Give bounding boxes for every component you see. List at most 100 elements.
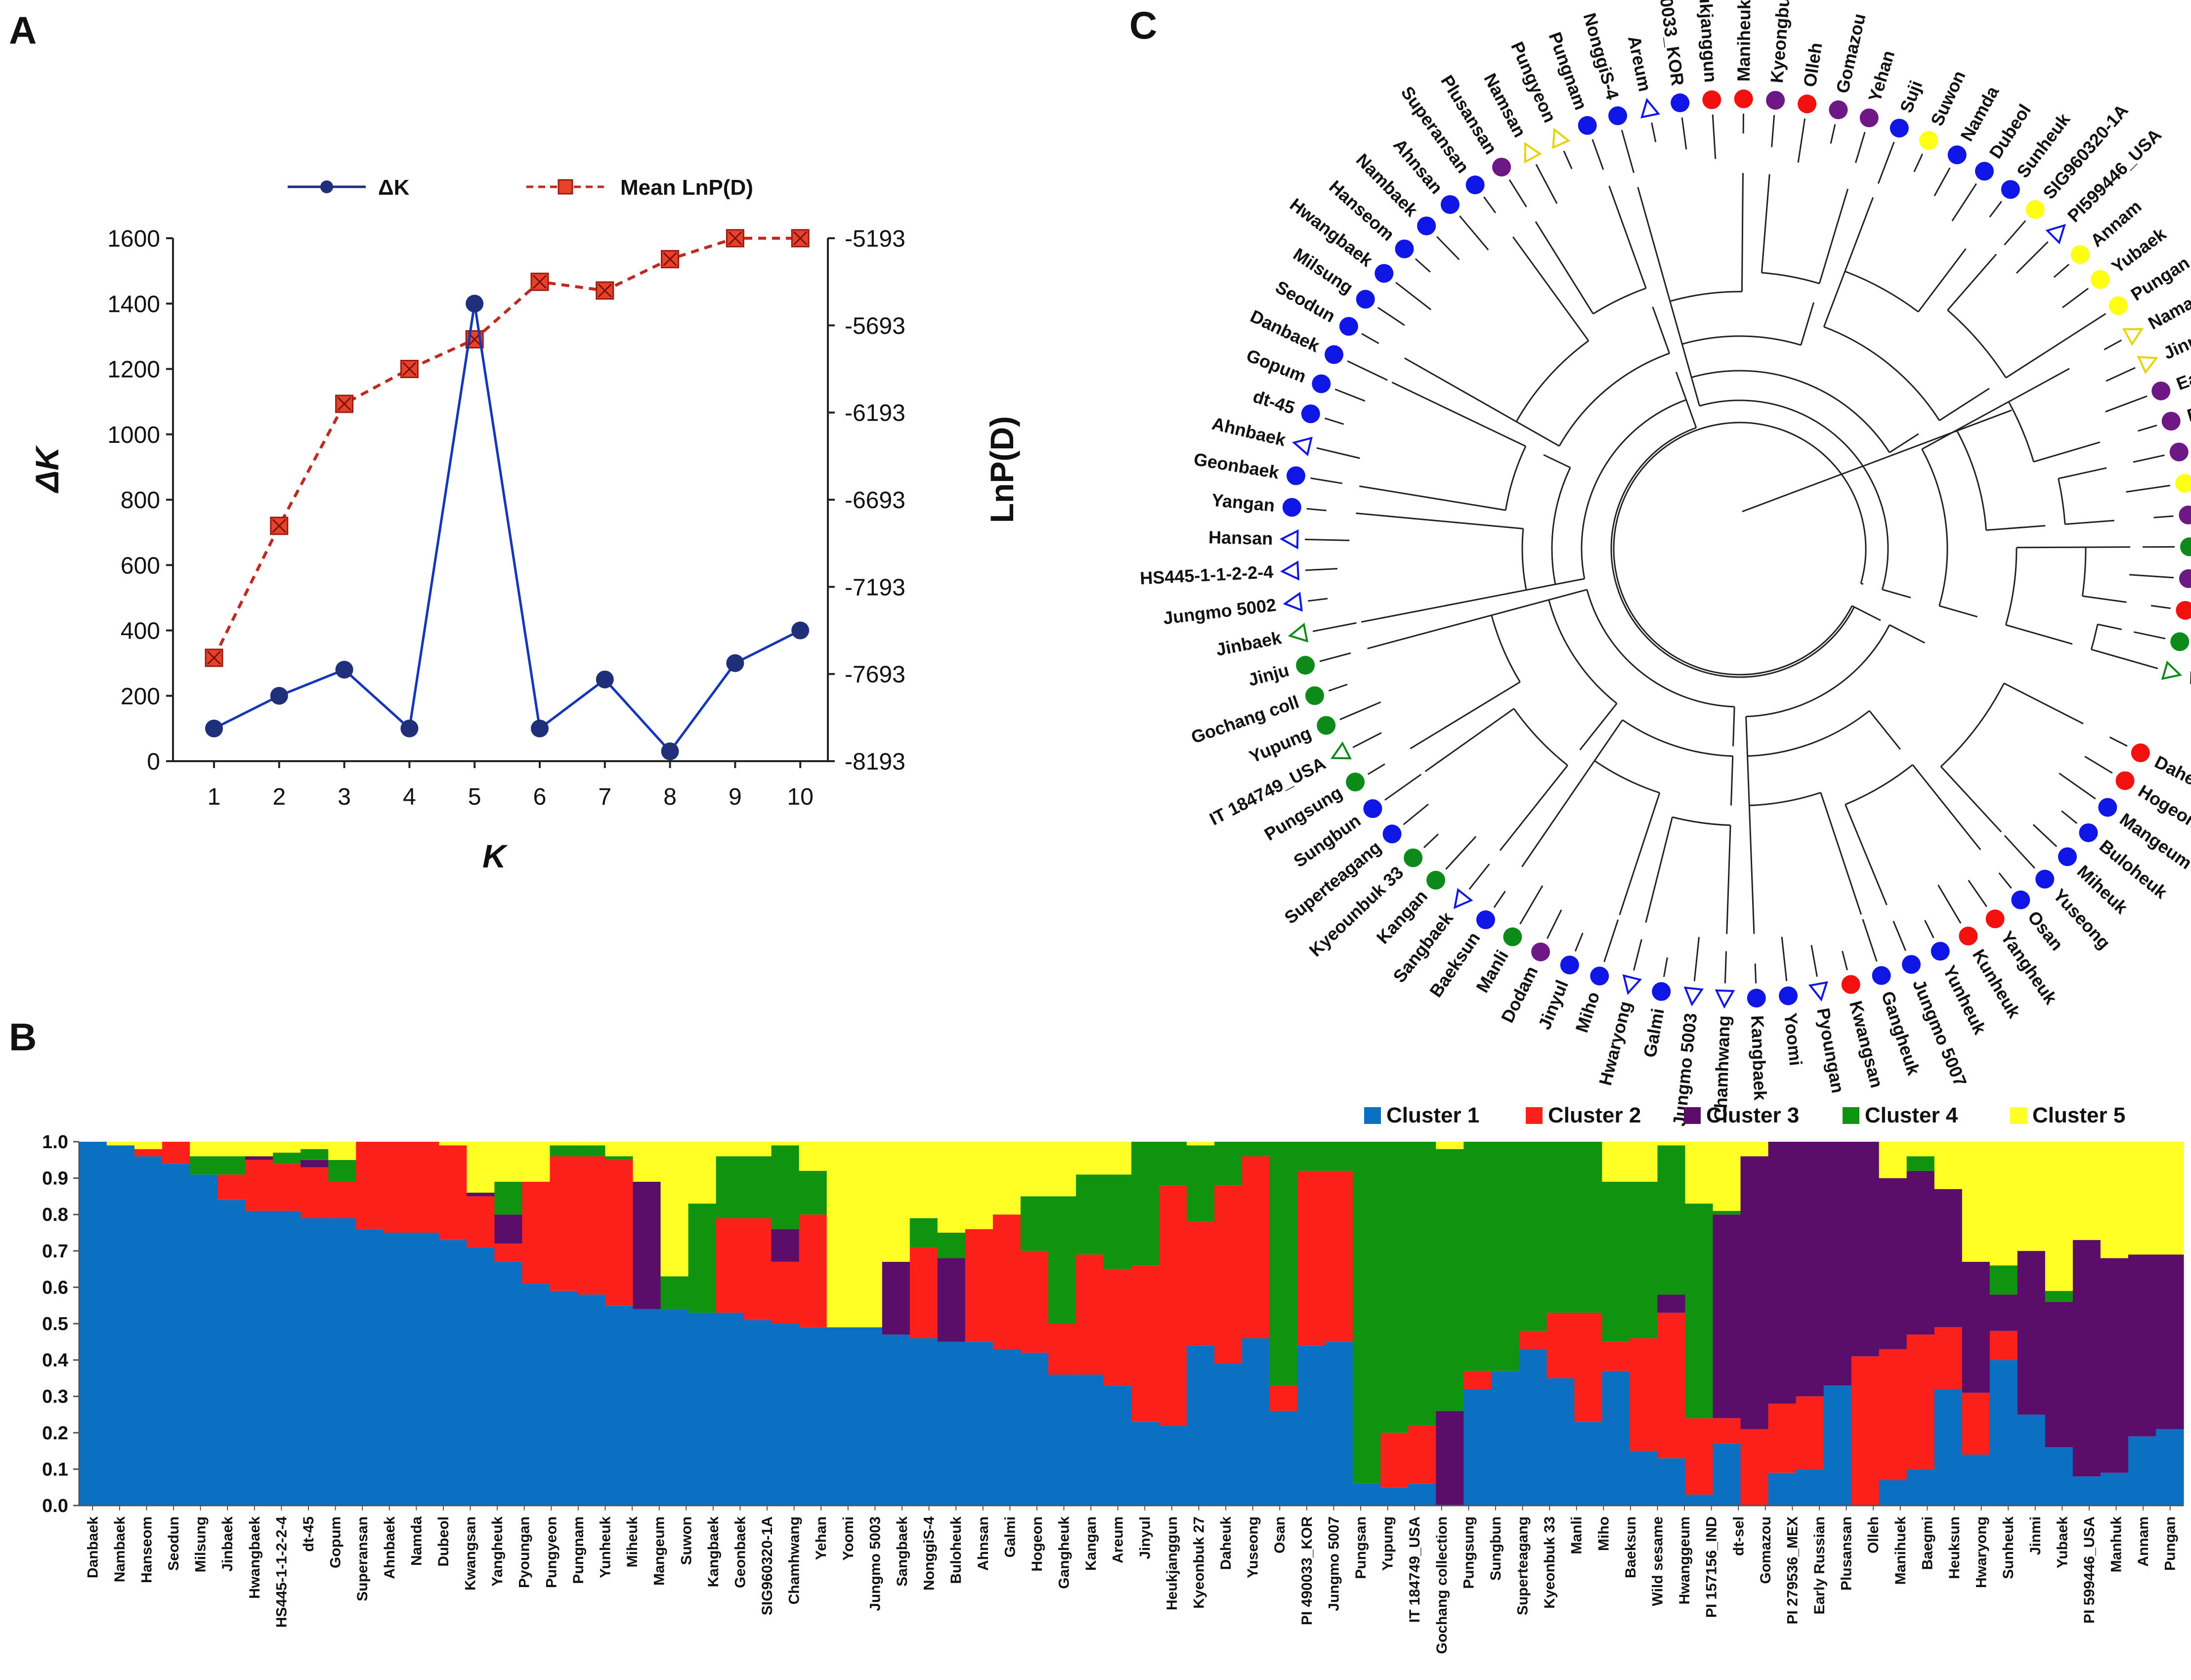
delta-k-point <box>531 719 549 737</box>
bar-segment-cluster-1 <box>2128 1436 2156 1506</box>
dendrogram-branch <box>1359 485 1506 511</box>
leaf-label: Gopum <box>1244 345 1309 387</box>
leaf-stem <box>1693 937 1700 982</box>
bar-segment-cluster-2 <box>328 1181 356 1218</box>
bar-segment-cluster-1 <box>522 1284 551 1506</box>
bar-segment-cluster-5 <box>992 1142 1021 1215</box>
bar-segment-cluster-3 <box>882 1261 910 1335</box>
bar-segment-cluster-1 <box>328 1218 356 1506</box>
sample-label: Yuseong <box>1245 1516 1261 1578</box>
bar-segment-cluster-1 <box>411 1233 439 1506</box>
y-tick-label-left: 600 <box>121 553 160 579</box>
bar-segment-cluster-2 <box>1325 1170 1353 1342</box>
leaf-stem <box>1423 833 1439 849</box>
leaf-dot-icon <box>1798 94 1817 114</box>
leaf-label: Chamhwang <box>1710 1015 1734 1121</box>
leaf-dot-icon <box>2170 632 2190 651</box>
dendrogram-arc <box>2005 547 2018 625</box>
sample-label: Kangan <box>1083 1516 1099 1571</box>
dendrogram-branch <box>1652 306 1671 354</box>
dendrogram-arc <box>1548 600 1618 704</box>
leaf-stem <box>1651 122 1657 142</box>
leaf-dot-icon <box>1531 942 1550 961</box>
bar-segment-cluster-4 <box>1408 1142 1436 1426</box>
sample-bar <box>1768 1142 1797 1506</box>
leaf-dot-icon <box>2151 381 2171 400</box>
sample-label: Manhuk <box>2108 1516 2125 1573</box>
y-tick-label-left: 1200 <box>107 357 160 383</box>
y-tick-label-left: 0 <box>147 749 160 775</box>
leaf-dot-icon <box>1465 175 1485 195</box>
legend-label: Cluster 4 <box>1865 1103 1958 1127</box>
leaf-dot-icon <box>2058 847 2077 866</box>
sample-label: Ahnbaek <box>382 1516 398 1579</box>
bar-segment-cluster-1 <box>107 1145 135 1506</box>
bar-segment-cluster-2 <box>1408 1425 1436 1484</box>
leaf-dot-icon <box>1829 100 1848 120</box>
y-tick-label-right: -8193 <box>845 749 905 775</box>
bar-segment-cluster-5 <box>1187 1142 1215 1146</box>
sample-label: Pungnam <box>570 1516 587 1584</box>
dendrogram-branch <box>1675 371 1687 400</box>
leaf-stem <box>1771 115 1775 147</box>
sample-bar <box>2128 1142 2156 1506</box>
bar-segment-cluster-5 <box>1048 1142 1076 1197</box>
bar-segment-cluster-5 <box>134 1142 163 1149</box>
dendrogram-branch <box>1491 599 1549 616</box>
leaf-stem <box>1830 124 1836 144</box>
dendrogram-branch <box>1367 614 1492 649</box>
leaf-dot-icon <box>2179 505 2191 524</box>
dendrogram-branch <box>1579 703 1618 751</box>
bar-segment-cluster-3 <box>771 1229 800 1262</box>
leaf-dot-icon <box>1747 989 1766 1008</box>
leaf-triangle-icon <box>1683 987 1704 1007</box>
dendrogram-branch <box>1882 589 1911 599</box>
sample-bar <box>965 1142 993 1506</box>
leaf-stem <box>1310 477 1343 484</box>
leaf-label: Wild sesame <box>2186 667 2191 716</box>
sample-bar <box>2100 1142 2129 1506</box>
sample-bar <box>799 1142 827 1506</box>
sample-label: Yubaek <box>2054 1516 2070 1568</box>
bar-segment-cluster-2 <box>1796 1396 1824 1469</box>
sample-bar <box>2155 1142 2184 1506</box>
delta-k-point <box>205 719 223 737</box>
bar-segment-cluster-1 <box>1297 1345 1326 1506</box>
dendrogram-leaves: Wild sesameHwanggeumPungsanBaegmiPI 1571… <box>1139 0 2191 1127</box>
dendrogram-branch <box>1521 760 1595 867</box>
leaf-label: Heukjanggun <box>1694 0 1721 83</box>
lnp-marker-cross <box>663 252 677 266</box>
y-tick-label-left: 1400 <box>107 291 160 317</box>
leaf-stem <box>1445 836 1477 870</box>
y-tick-label: 0.7 <box>42 1241 68 1262</box>
bar-segment-cluster-2 <box>716 1218 744 1313</box>
dendrogram-branch <box>1608 185 1647 289</box>
dendrogram-arc <box>1586 589 1735 708</box>
sample-label: Gangheuk <box>1056 1516 1073 1589</box>
bar-segment-cluster-1 <box>550 1291 578 1506</box>
panel-a-axes: 0 200 400 600 800 1000 1200 1400 1600 -8193 -7693 -… <box>29 226 1020 874</box>
sample-label: Osan <box>1272 1516 1288 1553</box>
bar-segment-cluster-2 <box>1768 1403 1797 1473</box>
leaf-dot-icon <box>1975 162 1994 181</box>
sample-label: Kyeonbuk 27 <box>1191 1516 1207 1609</box>
leaf-stem <box>1563 150 1573 170</box>
x-tick-label: 4 <box>403 784 416 810</box>
leaf-label: HS445-1-1-2-2-4 <box>1139 561 1274 588</box>
sample-bar <box>1214 1142 1243 1506</box>
bar-segment-cluster-2 <box>577 1156 606 1295</box>
bar-segment-cluster-1 <box>1048 1375 1076 1506</box>
bar-segment-cluster-5 <box>2045 1142 2073 1291</box>
bar-segment-cluster-3 <box>2017 1250 2046 1415</box>
sample-label: Pungsan <box>1353 1516 1369 1579</box>
bar-segment-cluster-2 <box>1547 1312 1575 1378</box>
dendrogram-branch <box>1851 605 1855 608</box>
bar-segment-cluster-5 <box>2072 1142 2101 1240</box>
bar-segment-cluster-4 <box>1187 1145 1215 1222</box>
dendrogram-arc <box>1513 708 1568 766</box>
bar-segment-cluster-3 <box>2045 1301 2073 1448</box>
leaf-stem <box>1306 508 1327 512</box>
dendrogram-branch <box>1869 710 1901 750</box>
bar-segment-cluster-1 <box>1519 1349 1547 1506</box>
